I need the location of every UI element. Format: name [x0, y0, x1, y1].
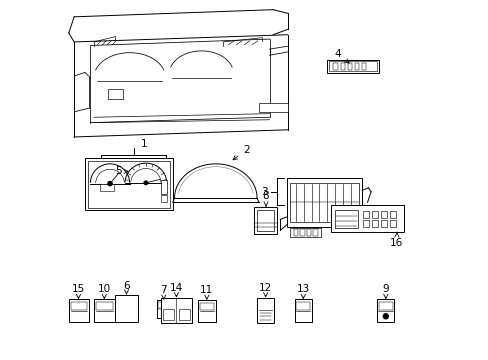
Bar [328, 61, 376, 71]
Bar [378, 302, 392, 310]
Bar [199, 303, 214, 310]
Text: 13: 13 [296, 284, 309, 298]
Bar [258, 103, 287, 112]
Text: 6: 6 [123, 281, 129, 294]
Bar [88, 161, 169, 208]
Text: 15: 15 [72, 284, 85, 298]
Bar [69, 300, 88, 321]
Text: 12: 12 [259, 283, 272, 297]
Circle shape [144, 181, 147, 185]
Bar [380, 220, 386, 226]
Text: 14: 14 [169, 283, 183, 297]
Bar [290, 228, 320, 237]
Bar [371, 220, 378, 226]
Bar [313, 229, 317, 235]
Circle shape [383, 314, 387, 319]
Text: 9: 9 [382, 284, 388, 298]
Circle shape [108, 181, 112, 186]
Bar [347, 63, 351, 70]
Text: 2: 2 [233, 144, 249, 160]
Bar [362, 63, 366, 70]
Bar [300, 229, 304, 235]
Text: 1: 1 [141, 139, 147, 149]
Text: 11: 11 [200, 285, 213, 299]
Bar [100, 184, 114, 192]
Bar [340, 63, 344, 70]
Bar [362, 220, 368, 226]
Bar [286, 178, 362, 226]
Text: 3: 3 [261, 186, 267, 197]
Bar [198, 300, 215, 321]
Bar [161, 298, 191, 323]
Text: 7: 7 [160, 285, 167, 299]
Bar [334, 211, 357, 228]
Bar [115, 295, 137, 321]
Bar [94, 300, 115, 321]
Bar [296, 302, 309, 310]
Bar [85, 158, 172, 211]
Bar [161, 180, 167, 194]
Bar [108, 89, 122, 99]
Text: 10: 10 [98, 284, 111, 298]
Bar [70, 302, 86, 310]
Bar [179, 309, 190, 320]
Bar [131, 166, 162, 176]
Bar [371, 211, 378, 218]
Bar [158, 302, 169, 308]
Bar [333, 63, 337, 70]
Bar [254, 207, 277, 234]
Bar [354, 63, 359, 70]
Bar [389, 211, 395, 218]
Text: 4: 4 [334, 49, 348, 63]
Bar [376, 300, 394, 321]
Bar [257, 298, 274, 323]
Text: 8: 8 [262, 191, 269, 207]
Bar [326, 59, 378, 73]
Bar [163, 309, 174, 320]
Bar [330, 205, 403, 232]
Text: 5: 5 [115, 166, 128, 176]
Bar [293, 229, 298, 235]
Bar [96, 302, 113, 310]
Bar [380, 211, 386, 218]
Bar [161, 195, 167, 202]
Bar [290, 183, 358, 222]
Bar [257, 210, 274, 231]
Bar [362, 211, 368, 218]
Text: 16: 16 [389, 232, 403, 248]
Bar [389, 220, 395, 226]
Bar [294, 300, 311, 321]
Bar [306, 229, 310, 235]
Bar [156, 300, 171, 318]
